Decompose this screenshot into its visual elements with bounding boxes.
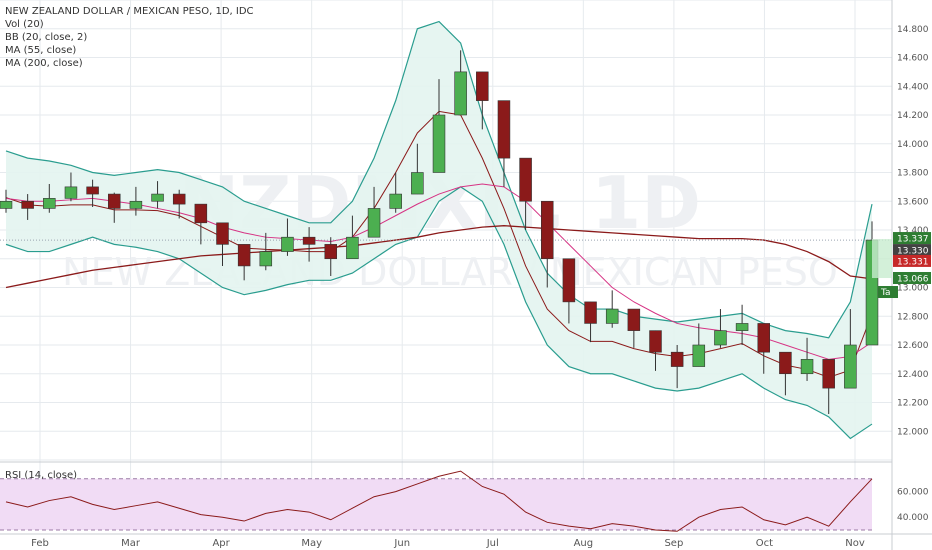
candles: [0, 50, 879, 414]
legend-bollinger: BB (20, close, 2): [5, 32, 87, 43]
price-tag-label: 13.330: [897, 247, 929, 257]
month-label: Jun: [393, 538, 410, 549]
ma55-line: [5, 183, 873, 360]
candle-body: [605, 308, 619, 324]
candle-body: [237, 244, 251, 267]
price-tag-bg: [893, 254, 931, 267]
bollinger-lower-line: [5, 186, 873, 440]
bollinger-upper-line: [5, 20, 873, 339]
tag-label: Ta: [880, 288, 891, 298]
price-tick-label: 14.800: [897, 25, 929, 35]
price-tick-label: 12.200: [897, 399, 929, 409]
price-axis[interactable]: 12.00012.20012.40012.60012.80013.00013.2…: [891, 0, 929, 550]
chart-title: NEW ZEALAND DOLLAR / MEXICAN PESO, 1D, I…: [5, 6, 254, 17]
month-label: Oct: [756, 538, 773, 549]
candle-body: [216, 222, 229, 245]
candle-body: [107, 193, 121, 209]
month-label: Jul: [486, 538, 499, 549]
candle-body: [757, 323, 771, 353]
time-axis[interactable]: Feb Mar Apr May Jun Jul Aug Sep Oct Nov: [0, 533, 932, 549]
price-tick-label: 14.200: [897, 111, 929, 121]
month-label: Aug: [574, 538, 594, 549]
price-tag-bg: [893, 272, 931, 285]
rsi-label: RSI (14, close): [5, 470, 77, 481]
month-label: Mar: [121, 538, 141, 549]
candle-body: [259, 251, 273, 267]
price-tick-label: 13.800: [897, 169, 929, 179]
price-tag-bg: [893, 232, 931, 245]
candle-body: [64, 186, 78, 199]
candle-body: [519, 157, 532, 202]
candle-body: [714, 330, 727, 346]
price-tag-label: 13.337: [897, 235, 929, 245]
month-label: Apr: [212, 538, 230, 549]
candle-body: [540, 200, 554, 260]
candle-body: [129, 200, 143, 209]
price-tag-bg: [893, 244, 931, 257]
rsi-tick-label: 40.000: [897, 513, 929, 523]
price-tick-label: 14.000: [897, 140, 929, 150]
price-tag-label: 13.066: [897, 275, 929, 285]
candle-body: [432, 114, 446, 173]
candle-body: [389, 193, 402, 209]
tag-bg: [878, 286, 898, 299]
candle-body: [281, 236, 294, 252]
candle-body: [735, 323, 749, 331]
candle-body: [800, 359, 814, 375]
candle-body: [844, 344, 857, 389]
candle-body: [497, 100, 511, 159]
candle-body: [562, 258, 576, 303]
price-tick-label: 12.000: [897, 427, 929, 437]
candle-body: [21, 200, 34, 209]
legend-volume: Vol (20): [5, 19, 44, 30]
ma200-line: [5, 225, 873, 289]
candle-body: [822, 359, 835, 389]
candle-body: [86, 186, 99, 195]
legend-ma200: MA (200, close): [5, 58, 83, 69]
candle-body: [454, 71, 467, 116]
candle-body: [302, 236, 316, 245]
candle-body: [43, 198, 56, 209]
rsi-tick-label: 60.000: [897, 488, 929, 498]
month-label: Feb: [31, 538, 49, 549]
candle-body: [151, 193, 164, 202]
candle-body: [584, 301, 597, 324]
candle-body: [0, 200, 13, 209]
candle-body: [172, 193, 186, 205]
candle-body: [627, 308, 641, 331]
legend-ma55: MA (55, close): [5, 45, 76, 56]
candle-body: [779, 351, 792, 375]
rsi-pane: 40.000 60.000 RSI (14, close): [0, 470, 929, 532]
candle-body: [692, 344, 706, 367]
candle-body: [346, 236, 359, 260]
price-tick-label: 13.600: [897, 197, 929, 207]
price-tag-label: 13.331: [897, 257, 929, 267]
legend: NEW ZEALAND DOLLAR / MEXICAN PESO, 1D, I…: [5, 6, 254, 69]
month-label: Sep: [664, 538, 683, 549]
candle-body: [411, 172, 424, 195]
price-tick-label: 12.400: [897, 370, 929, 380]
candle-body: [367, 208, 381, 238]
candle-body: [194, 203, 208, 224]
candle-body: [324, 244, 338, 260]
candle-body: [670, 351, 684, 367]
price-tick-label: 14.600: [897, 54, 929, 64]
month-label: Nov: [845, 538, 865, 549]
rsi-band: [0, 478, 872, 530]
candle-body: [476, 71, 489, 101]
candle-body: [649, 330, 662, 353]
price-tick-label: 12.800: [897, 312, 929, 322]
rsi-line: [5, 470, 873, 532]
price-tick-label: 12.600: [897, 341, 929, 351]
projection-box: [872, 239, 892, 279]
month-label: May: [301, 538, 322, 549]
price-tick-label: 14.400: [897, 82, 929, 92]
price-tick-label: 13.000: [897, 284, 929, 294]
price-tick-label: 13.400: [897, 226, 929, 236]
